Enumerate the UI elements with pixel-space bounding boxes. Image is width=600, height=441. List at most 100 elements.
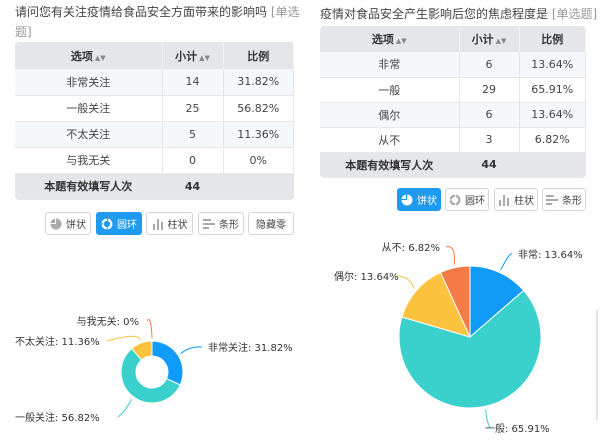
leader-line [117,398,133,418]
table-row: 偶尔 6 13.64% [320,102,586,128]
donut-chart-icon [101,217,113,230]
table-row: 一般 29 65.91% [320,77,586,103]
cell-percent: 0% [223,147,294,174]
cell-count: 0 [162,147,224,174]
header-percent: 比例 [519,26,586,52]
pie-chart-icon [50,218,62,230]
sort-icon: ▲▼ [495,37,507,45]
cell-option: 非常 [320,52,460,78]
slice-label: 从不: 6.82% [382,243,440,254]
cell-percent: 13.64% [519,102,586,128]
table-row: 一般关注 25 56.82% [15,95,294,122]
chart-type-button[interactable]: 条形 [542,188,586,211]
slice-label: 一般: 65.91% [485,422,550,435]
cell-option: 与我无关 [15,147,163,174]
slice-label: 一般关注: 56.82% [15,411,100,424]
pie-chart-icon [401,194,413,206]
leader-line [180,346,203,355]
table-row: 不太关注 5 11.36% [15,121,294,148]
cell-option: 一般 [320,77,460,103]
cell-option: 不太关注 [15,121,163,148]
horizontal-bar-icon [546,194,558,206]
horizontal-bar-icon [203,218,215,230]
chart-type-button[interactable]: 柱状 [494,188,538,211]
sort-icon: ▲▼ [94,53,106,62]
leader-line [485,409,491,429]
cell-count: 6 [459,102,520,128]
q1-title: 请问您有关注疫情给食品安全方面带来的影响吗 [单选题] [15,2,300,42]
bar-chart-icon [152,218,164,230]
cell-percent: 31.82% [223,69,294,96]
cell-option: 偶尔 [320,102,460,128]
header-count[interactable]: 小计 ▲▼ [162,42,224,69]
button-label: 条形 [219,220,239,231]
cell-count: 5 [162,121,224,148]
header-option[interactable]: 选项 ▲▼ [320,26,460,52]
total-label: 本题有效填写人次 [15,173,163,200]
cell-count: 3 [459,127,520,153]
table-row: 非常关注 14 31.82% [15,69,294,96]
button-label: 饼状 [66,220,86,231]
cell-percent: 56.82% [223,95,294,122]
cell-option: 一般关注 [15,95,163,122]
q1-table: 选项 ▲▼ 小计 ▲▼ 比例 非常关注 14 31.82% 一般关注 25 56.82% 不太关… [15,42,294,200]
header-count[interactable]: 小计 ▲▼ [459,26,520,52]
cell-percent: 13.64% [519,52,586,78]
button-label: 隐藏零 [256,220,286,231]
donut-chart-icon [449,193,461,206]
chart-slice-0-1 [120,347,181,404]
slice-label: 不太关注: 11.36% [15,335,100,348]
button-label: 条形 [562,196,582,207]
leader-line [500,253,513,270]
bar-chart-icon [498,194,510,206]
leader-line [146,318,153,339]
cell-count: 25 [162,95,224,122]
q2-title-text: 疫情对食品安全产生影响后您的焦虑程度是 [320,7,549,21]
chart-slice-0-0 [151,340,184,386]
header-percent: 比例 [223,42,294,69]
sort-icon: ▲▼ [199,53,210,62]
button-label: 圆环 [117,220,137,231]
slice-label: 偶尔: 13.64% [334,270,399,283]
q2-title: 疫情对食品安全产生影响后您的焦虑程度是 [单选题] [320,4,600,24]
cell-percent: 6.82% [519,127,586,153]
total-row: 本题有效填写人次 44 [15,173,294,200]
cell-count: 29 [459,77,520,103]
table-row: 与我无关 0 0% [15,147,294,174]
header-option[interactable]: 选项 ▲▼ [15,42,163,69]
total-empty [223,173,294,200]
chart-slice-1-3 [439,265,471,338]
total-count: 44 [162,173,224,200]
chart-type-button[interactable]: 条形 [198,212,244,235]
slice-label: 与我无关: 0% [77,315,139,328]
button-label: 圆环 [465,196,485,207]
table-row: 非常 6 13.64% [320,52,586,78]
cell-option: 非常关注 [15,69,163,96]
slice-label: 非常关注: 31.82% [208,341,293,354]
chart-type-button[interactable]: 饼状 [397,188,441,211]
total-label: 本题有效填写人次 [320,152,460,178]
chart-type-button[interactable]: 圆环 [445,188,489,211]
chart-slice-0-2 [130,340,153,361]
chart-slice-1-1 [398,289,542,409]
leader-line [445,246,456,265]
button-label: 柱状 [167,220,188,231]
chart-type-button[interactable]: 隐藏零 [248,212,294,235]
total-empty [519,152,586,178]
q1-title-text: 请问您有关注疫情给食品安全方面带来的影响吗 [15,5,268,19]
leader-line [395,275,415,289]
chart-slice-1-2 [401,271,471,338]
leader-line [106,335,141,342]
total-row: 本题有效填写人次 44 [320,152,586,178]
chart-type-button[interactable]: 柱状 [146,212,193,235]
slice-label: 非常: 13.64% [518,248,583,261]
sort-icon: ▲▼ [395,37,407,45]
chart-type-button[interactable]: 饼状 [45,212,91,235]
cell-count: 6 [459,52,520,78]
q2-table: 选项 ▲▼ 小计 ▲▼ 比例 非常 6 13.64% 一般 29 65.91% 偶尔 6 13.64… [320,26,586,178]
cell-option: 从不 [320,127,460,153]
table-row: 从不 3 6.82% [320,127,586,153]
scrollbar[interactable] [596,310,598,420]
chart-type-button[interactable]: 圆环 [96,212,142,235]
